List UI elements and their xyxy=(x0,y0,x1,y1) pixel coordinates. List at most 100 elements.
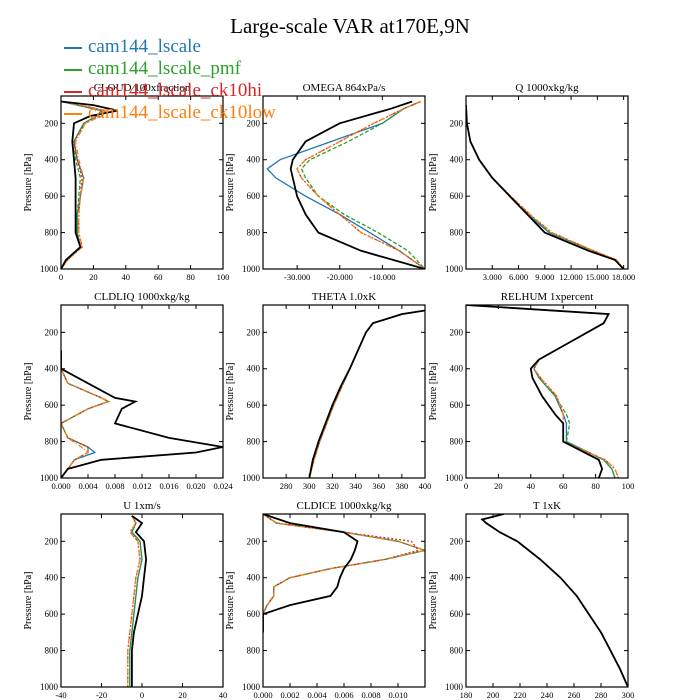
y-tick-label: 800 xyxy=(247,437,261,447)
series-line-4 xyxy=(480,514,628,687)
x-tick-label: 20 xyxy=(494,481,503,491)
panel-title: RELHUM 1xpercent xyxy=(501,291,594,303)
series-line-3 xyxy=(466,105,625,269)
y-tick-label: 1000 xyxy=(40,473,59,483)
panel-title: T 1xK xyxy=(533,500,561,512)
panel-lines xyxy=(480,514,628,687)
panel-5: THETA 1.0xK Pressure [hPa] 200 400 600 800 100… xyxy=(225,291,431,491)
series-line-3 xyxy=(480,514,628,687)
y-tick-label: 200 xyxy=(247,536,261,546)
legend-swatch-2 xyxy=(64,68,82,71)
x-tick-label: 0.008 xyxy=(361,690,380,700)
panel-lines xyxy=(61,350,223,478)
plot-frame xyxy=(262,513,426,688)
y-axis-label: Pressure [hPa] xyxy=(23,362,34,420)
series-line-3 xyxy=(61,100,106,269)
y-tick-label: 1000 xyxy=(242,264,261,274)
x-tick-label: 3.000 xyxy=(483,272,502,282)
y-tick-label: 200 xyxy=(45,118,59,128)
plot-frame xyxy=(262,304,426,479)
y-tick-label: 400 xyxy=(45,364,59,374)
y-tick-label: 1000 xyxy=(445,264,464,274)
x-tick-label: 340 xyxy=(349,481,362,491)
series-line-1 xyxy=(129,515,143,687)
panel-8: CLDICE 1000xkg/kg Pressure [hPa] 200 400 600… xyxy=(225,500,426,700)
y-tick-label: 400 xyxy=(45,573,59,583)
x-tick-label: 0.020 xyxy=(186,481,205,491)
legend-swatch-3 xyxy=(64,90,82,93)
y-tick-label: 600 xyxy=(45,400,59,410)
y-tick-label: 600 xyxy=(247,400,261,410)
x-tick-label: 60 xyxy=(154,272,163,282)
series-line-4 xyxy=(466,105,625,269)
y-tick-label: 800 xyxy=(450,228,464,238)
series-line-1 xyxy=(480,514,628,687)
reference-line xyxy=(480,514,628,687)
y-tick-label: 800 xyxy=(45,646,59,656)
y-tick-label: 800 xyxy=(45,437,59,447)
series-line-4 xyxy=(296,100,425,269)
panel-lines xyxy=(127,515,148,687)
x-tick-label: 240 xyxy=(541,690,554,700)
plot-frame xyxy=(262,95,426,270)
x-tick-label: 0.016 xyxy=(159,481,178,491)
panel-lines xyxy=(308,309,425,478)
x-tick-label: 20 xyxy=(178,690,187,700)
y-axis-label: Pressure [hPa] xyxy=(225,571,236,629)
y-tick-label: 200 xyxy=(45,536,59,546)
reference-line xyxy=(466,305,611,478)
series-line-2 xyxy=(466,105,625,269)
x-tick-label: 320 xyxy=(326,481,339,491)
panel-lines xyxy=(466,105,625,269)
panel-title: U 1xm/s xyxy=(123,500,161,512)
y-tick-label: 400 xyxy=(450,573,464,583)
panel-title: CLOUD 100xfraction xyxy=(94,82,191,94)
legend-swatch-4 xyxy=(64,112,82,115)
y-tick-label: 200 xyxy=(450,118,464,128)
panel-title: Q 1000xkg/kg xyxy=(515,82,579,94)
x-tick-label: -40 xyxy=(55,690,66,700)
y-axis-label: Pressure [hPa] xyxy=(23,571,34,629)
plot-frame xyxy=(465,95,629,270)
reference-line xyxy=(130,515,148,687)
y-tick-label: 800 xyxy=(247,646,261,656)
panel-lines xyxy=(263,514,425,633)
x-tick-label: 260 xyxy=(568,690,581,700)
y-axis-label: Pressure [hPa] xyxy=(23,153,34,211)
x-tick-label: 0.010 xyxy=(388,690,407,700)
series-line-2 xyxy=(61,350,110,478)
series-line-4 xyxy=(61,100,108,269)
x-tick-label: 0.000 xyxy=(253,690,272,700)
y-tick-label: 200 xyxy=(450,536,464,546)
y-tick-label: 600 xyxy=(247,191,261,201)
x-tick-label: 0.004 xyxy=(78,481,98,491)
x-tick-label: 18.000 xyxy=(612,272,635,282)
x-tick-label: 0.024 xyxy=(213,481,233,491)
y-axis-label: Pressure [hPa] xyxy=(428,362,439,420)
series-line-3 xyxy=(296,100,425,269)
x-tick-label: 180 xyxy=(460,690,473,700)
reference-line xyxy=(263,514,359,633)
y-tick-label: 1000 xyxy=(242,682,261,692)
y-tick-label: 200 xyxy=(45,327,59,337)
legend-item-2: cam144_lscale_pmf xyxy=(64,58,276,80)
legend-item-4: cam144_lscale_ck10low xyxy=(64,102,276,124)
x-tick-label: 80 xyxy=(186,272,195,282)
x-tick-label: 280 xyxy=(595,690,608,700)
x-tick-label: 0.000 xyxy=(51,481,70,491)
series-line-1 xyxy=(308,309,425,478)
y-tick-label: 800 xyxy=(450,437,464,447)
x-tick-label: 0 xyxy=(464,481,468,491)
plot-frame xyxy=(465,513,629,688)
y-tick-label: 600 xyxy=(450,400,464,410)
x-tick-label: 60 xyxy=(559,481,568,491)
x-tick-label: 20 xyxy=(89,272,98,282)
y-tick-label: 200 xyxy=(450,327,464,337)
y-axis-label: Pressure [hPa] xyxy=(225,362,236,420)
y-tick-label: 1000 xyxy=(445,682,464,692)
y-tick-label: 600 xyxy=(450,191,464,201)
panel-2: OMEGA 864xPa/s Pressure [hPa] 200 400 600 800… xyxy=(225,82,426,282)
legend-item-1: cam144_lscale xyxy=(64,36,276,58)
